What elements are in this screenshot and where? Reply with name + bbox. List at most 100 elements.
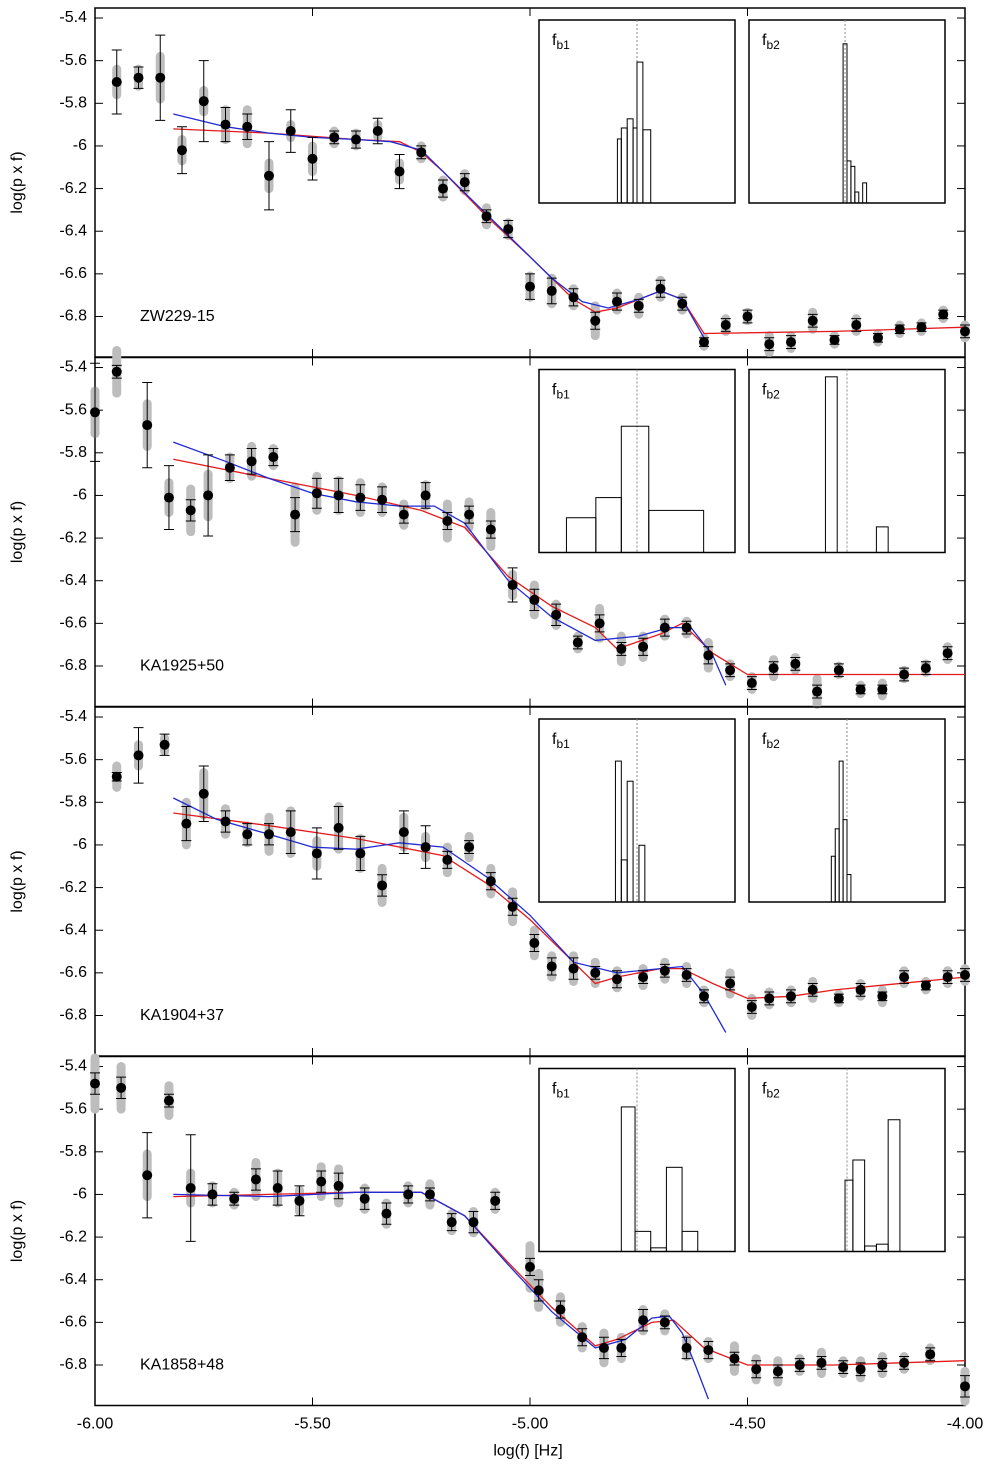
data-point [877,684,888,695]
data-point [250,1174,261,1185]
inset-label: fb2 [762,1081,780,1101]
histogram-bin [875,526,889,554]
inset-label-main: f [552,32,557,49]
data-point [333,1180,344,1191]
data-point [568,292,579,303]
inset-label-main: f [552,731,557,748]
y-tick-label: -6.6 [59,265,87,282]
y-tick-label: -6.4 [59,921,87,938]
data-point [142,420,153,431]
data-point [677,298,688,309]
y-tick-label: -5.4 [59,359,87,376]
inset-label-main: f [552,1081,557,1098]
data-point [699,337,709,348]
data-point [155,72,166,83]
data-point [507,901,518,912]
inset-label: fb1 [552,32,570,52]
inset-label: fb1 [552,731,570,751]
data-point [268,452,279,463]
data-point [490,1195,501,1206]
data-point [316,1176,327,1187]
data-point [751,1364,762,1375]
data-point [925,1349,936,1360]
data-point [960,1381,970,1392]
data-point [133,750,144,761]
data-point [590,967,601,978]
data-point [960,326,970,337]
data-point [163,1095,174,1106]
panel: -5.4 -5.6 -5.8 -6 -6.2 -6.4 -6.6 -6.8 -6.00 -5.50… [9,1053,983,1460]
y-axis-label: log(p x f) [9,850,26,912]
panel-label: KA1858+48 [140,1357,224,1374]
data-point [442,854,453,865]
data-point [633,300,644,311]
data-point [838,1362,849,1373]
fit-line [173,441,727,686]
data-point [746,1001,757,1012]
data-point [746,678,757,689]
y-tick-label: -5.8 [59,444,87,461]
data-point [551,609,562,620]
y-tick-label: -6.2 [59,1228,87,1245]
data-point [481,211,492,222]
data-point [920,980,931,991]
data-point [398,827,409,838]
data-point [638,641,649,652]
data-point [181,818,192,829]
data-point [485,524,496,535]
data-point [185,1183,196,1194]
data-point [616,643,627,654]
data-point [855,1364,866,1375]
data-point [133,72,144,83]
data-point [598,1342,609,1353]
data-point [116,1082,127,1093]
data-point [185,505,196,516]
data-point [659,965,670,976]
data-point [916,322,927,333]
data-point [659,1317,670,1328]
data-point [90,407,100,418]
histogram-bin [681,1230,699,1252]
inset-label-main: f [552,382,557,399]
panel: -5.4 -5.6 -5.8 -6 -6.2 -6.4 -6.6 -6.8 log(p x f)… [9,345,966,709]
histogram-bin [862,182,868,204]
y-axis-label: log(p x f) [9,501,26,563]
y-tick-label: -6.6 [59,615,87,632]
histogram-bin [634,1230,652,1252]
histogram-bin [638,844,646,903]
inset-label-sub: b1 [556,38,570,52]
x-tick-label: -4.50 [729,1416,766,1433]
data-point [877,1359,888,1370]
data-point [833,993,844,1004]
x-tick-label: -5.50 [294,1416,331,1433]
data-point [529,594,540,605]
data-point [464,842,475,853]
data-point [529,938,540,949]
histogram-bin [642,129,652,204]
data-point [177,145,187,156]
data-point [507,579,518,590]
data-point [612,296,622,307]
data-point [594,618,605,629]
data-point [894,324,905,335]
histogram-bin [846,874,852,903]
data-point [638,1315,649,1326]
data-point [416,147,427,158]
fit-line [173,797,727,1033]
inset-label-sub: b2 [766,38,780,52]
data-point [220,119,231,130]
histogram-bin [850,165,856,204]
data-point [772,1366,783,1377]
data-point [142,1170,153,1181]
data-point [111,771,122,782]
panel-label: KA1904+37 [140,1007,224,1024]
data-point [381,1208,392,1219]
y-tick-label: -6.8 [59,1356,87,1373]
y-tick-label: -5.6 [59,52,87,69]
data-point [899,972,910,983]
inset-label-sub: b1 [556,388,570,402]
histogram-bin [842,43,848,204]
x-tick-label: -5.00 [512,1416,549,1433]
data-point [438,183,448,194]
y-axis-label: log(p x f) [9,1200,26,1262]
